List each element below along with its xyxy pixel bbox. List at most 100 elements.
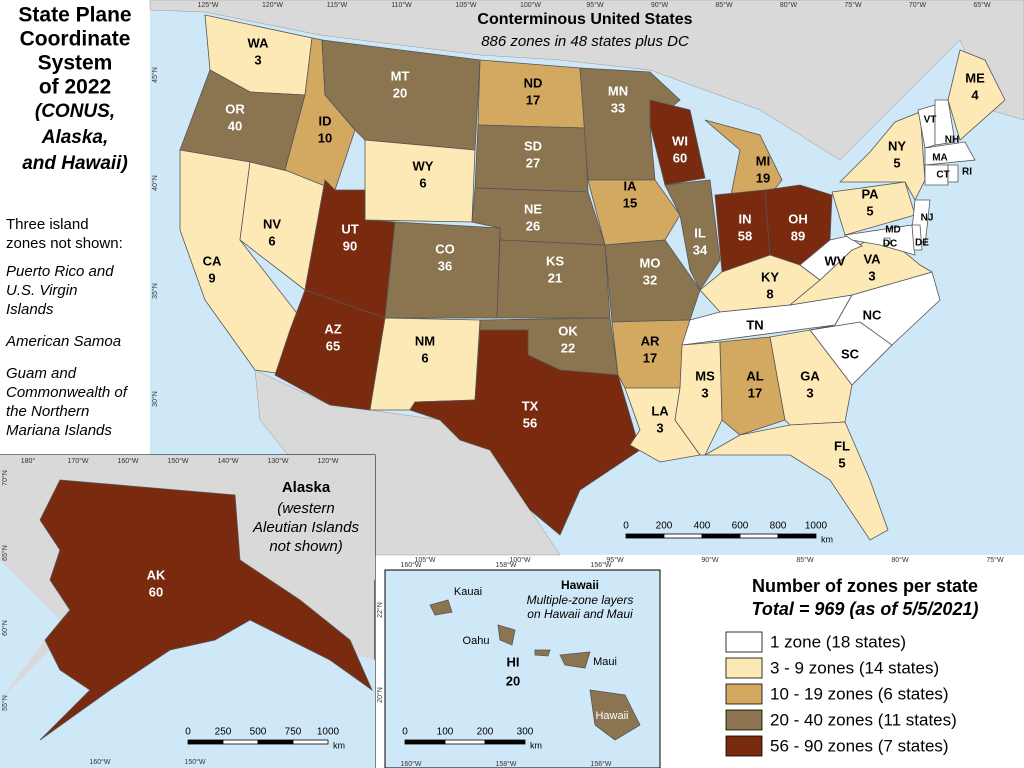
longitude-label: 158°W [495, 561, 516, 569]
state-zones: 5 [838, 455, 845, 470]
hawaii-note: Multiple-zone layers [527, 593, 634, 607]
state-abbr: NM [415, 333, 435, 348]
longitude-label: 150°W [184, 758, 205, 766]
note-line: Commonwealth of [6, 384, 129, 401]
scale-label: 100 [437, 727, 454, 738]
state-abbr: DC [883, 239, 897, 250]
scale-label: 400 [694, 521, 711, 532]
scale-segment [625, 533, 665, 539]
longitude-label: 125°W [197, 1, 218, 9]
state-zones: 4 [971, 87, 979, 102]
scale-label: 200 [477, 727, 494, 738]
title-line: of 2022 [39, 76, 111, 99]
state-abbr: MT [391, 68, 410, 83]
state-zones: 5 [866, 203, 873, 218]
scale-label: 1000 [805, 521, 828, 532]
notes-heading: zones not shown: [6, 235, 123, 252]
state-zones: 10 [318, 130, 332, 145]
state-abbr: CO [435, 241, 455, 256]
island [534, 649, 551, 657]
state-abbr: WA [248, 35, 270, 50]
state [947, 164, 959, 183]
scale-unit: km [333, 740, 345, 750]
state-abbr: KY [761, 269, 779, 284]
state [839, 111, 926, 201]
scale-unit: km [530, 740, 542, 750]
state-abbr: UT [341, 221, 358, 236]
state [604, 239, 701, 323]
legend-label: 10 - 19 zones (6 states) [770, 684, 949, 703]
legend-swatch [725, 657, 763, 679]
state-abbr: NV [263, 216, 281, 231]
legend-title: Number of zones per state [752, 576, 978, 596]
legend-swatch [725, 709, 763, 731]
longitude-label: 160°W [400, 561, 421, 569]
note-line: Islands [6, 301, 54, 318]
longitude-label: 180° [21, 457, 36, 465]
state-abbr: NY [888, 138, 906, 153]
longitude-label: 160°W [400, 760, 421, 768]
title-line: State Plane [18, 4, 131, 27]
state [883, 237, 891, 245]
alaska-ocean [0, 560, 375, 768]
longitude-label: 160°W [117, 457, 138, 465]
state-abbr: CA [203, 253, 222, 268]
state-abbr: MD [885, 225, 901, 236]
longitude-label: 70°W [909, 1, 927, 9]
hawaii-title: Hawaii [561, 578, 599, 592]
state-abbr: HI [507, 654, 520, 669]
longitude-label: 100°W [520, 1, 541, 9]
state-zones: 27 [526, 155, 540, 170]
note-line: U.S. Virgin [6, 282, 77, 299]
alaska-note: Aleutian Islands [252, 519, 359, 536]
legend-swatch [725, 683, 763, 705]
scale-segment [292, 739, 329, 745]
state-abbr: NC [863, 307, 882, 322]
state-abbr: MO [640, 255, 661, 270]
state-abbr: PA [861, 186, 879, 201]
longitude-label: 150°W [167, 457, 188, 465]
longitude-label: 120°W [317, 457, 338, 465]
state-abbr: MS [695, 368, 715, 383]
state-zones: 6 [421, 350, 428, 365]
island-label: Hawaii [595, 710, 628, 722]
state [587, 179, 681, 246]
legend-label: 1 zone (18 states) [770, 632, 906, 651]
state-abbr: AK [147, 567, 166, 582]
state-abbr: GA [800, 368, 820, 383]
state-zones: 26 [526, 218, 540, 233]
state-zones: 36 [438, 258, 452, 273]
island-label: Kauai [454, 586, 482, 598]
state-zones: 3 [701, 385, 708, 400]
island [589, 689, 641, 741]
longitude-label: 75°W [986, 556, 1004, 564]
island-label: Oahu [463, 635, 490, 647]
state-zones: 6 [268, 233, 275, 248]
state-abbr: DE [915, 238, 929, 249]
state-zones: 8 [766, 286, 773, 301]
state-zones: 20 [393, 85, 407, 100]
longitude-label: 65°W [973, 1, 991, 9]
island-label: Maui [593, 656, 617, 668]
state [649, 99, 706, 186]
state-abbr: VA [863, 251, 881, 266]
note-line: the Northern [6, 403, 89, 420]
scale-segment [777, 533, 817, 539]
longitude-label: 156°W [590, 760, 611, 768]
state-abbr: OK [558, 323, 578, 338]
island [559, 651, 591, 669]
legend-label: 3 - 9 zones (14 states) [770, 658, 939, 677]
longitude-label: 90°W [701, 556, 719, 564]
state-zones: 15 [623, 195, 637, 210]
longitude-label: 95°W [606, 556, 624, 564]
state-zones: 3 [656, 420, 663, 435]
scale-label: 0 [402, 727, 408, 738]
state-abbr: ME [965, 70, 985, 85]
state [924, 141, 976, 166]
note-line: Guam and [6, 365, 77, 382]
note-line: American Samoa [5, 333, 121, 350]
state-abbr: MI [756, 153, 770, 168]
scale-label: 200 [656, 521, 673, 532]
